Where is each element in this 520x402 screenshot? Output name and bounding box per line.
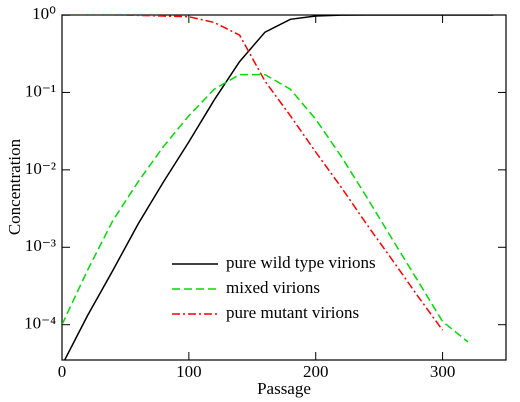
legend-label: mixed virions <box>226 278 320 297</box>
y-tick-label: 10⁻⁴ <box>24 314 56 333</box>
y-tick-label: 10⁻¹ <box>25 81 56 100</box>
legend-label: pure mutant virions <box>226 303 359 322</box>
x-tick-label: 100 <box>176 362 202 381</box>
x-tick-label: 200 <box>303 362 329 381</box>
y-axis-label: Concentration <box>5 138 24 235</box>
y-tick-label: 10⁰ <box>32 4 56 23</box>
series-line <box>62 73 469 343</box>
y-tick-label: 10⁻³ <box>25 236 56 255</box>
plot-frame <box>61 14 507 361</box>
x-tick-label: 300 <box>430 362 456 381</box>
plot-lines <box>62 15 494 360</box>
x-tick-label: 0 <box>58 362 67 381</box>
legend-label: pure wild type virions <box>226 253 376 272</box>
x-axis-label: Passage <box>257 379 311 398</box>
y-tick-label: 10⁻² <box>25 159 56 178</box>
series-line <box>63 15 494 360</box>
